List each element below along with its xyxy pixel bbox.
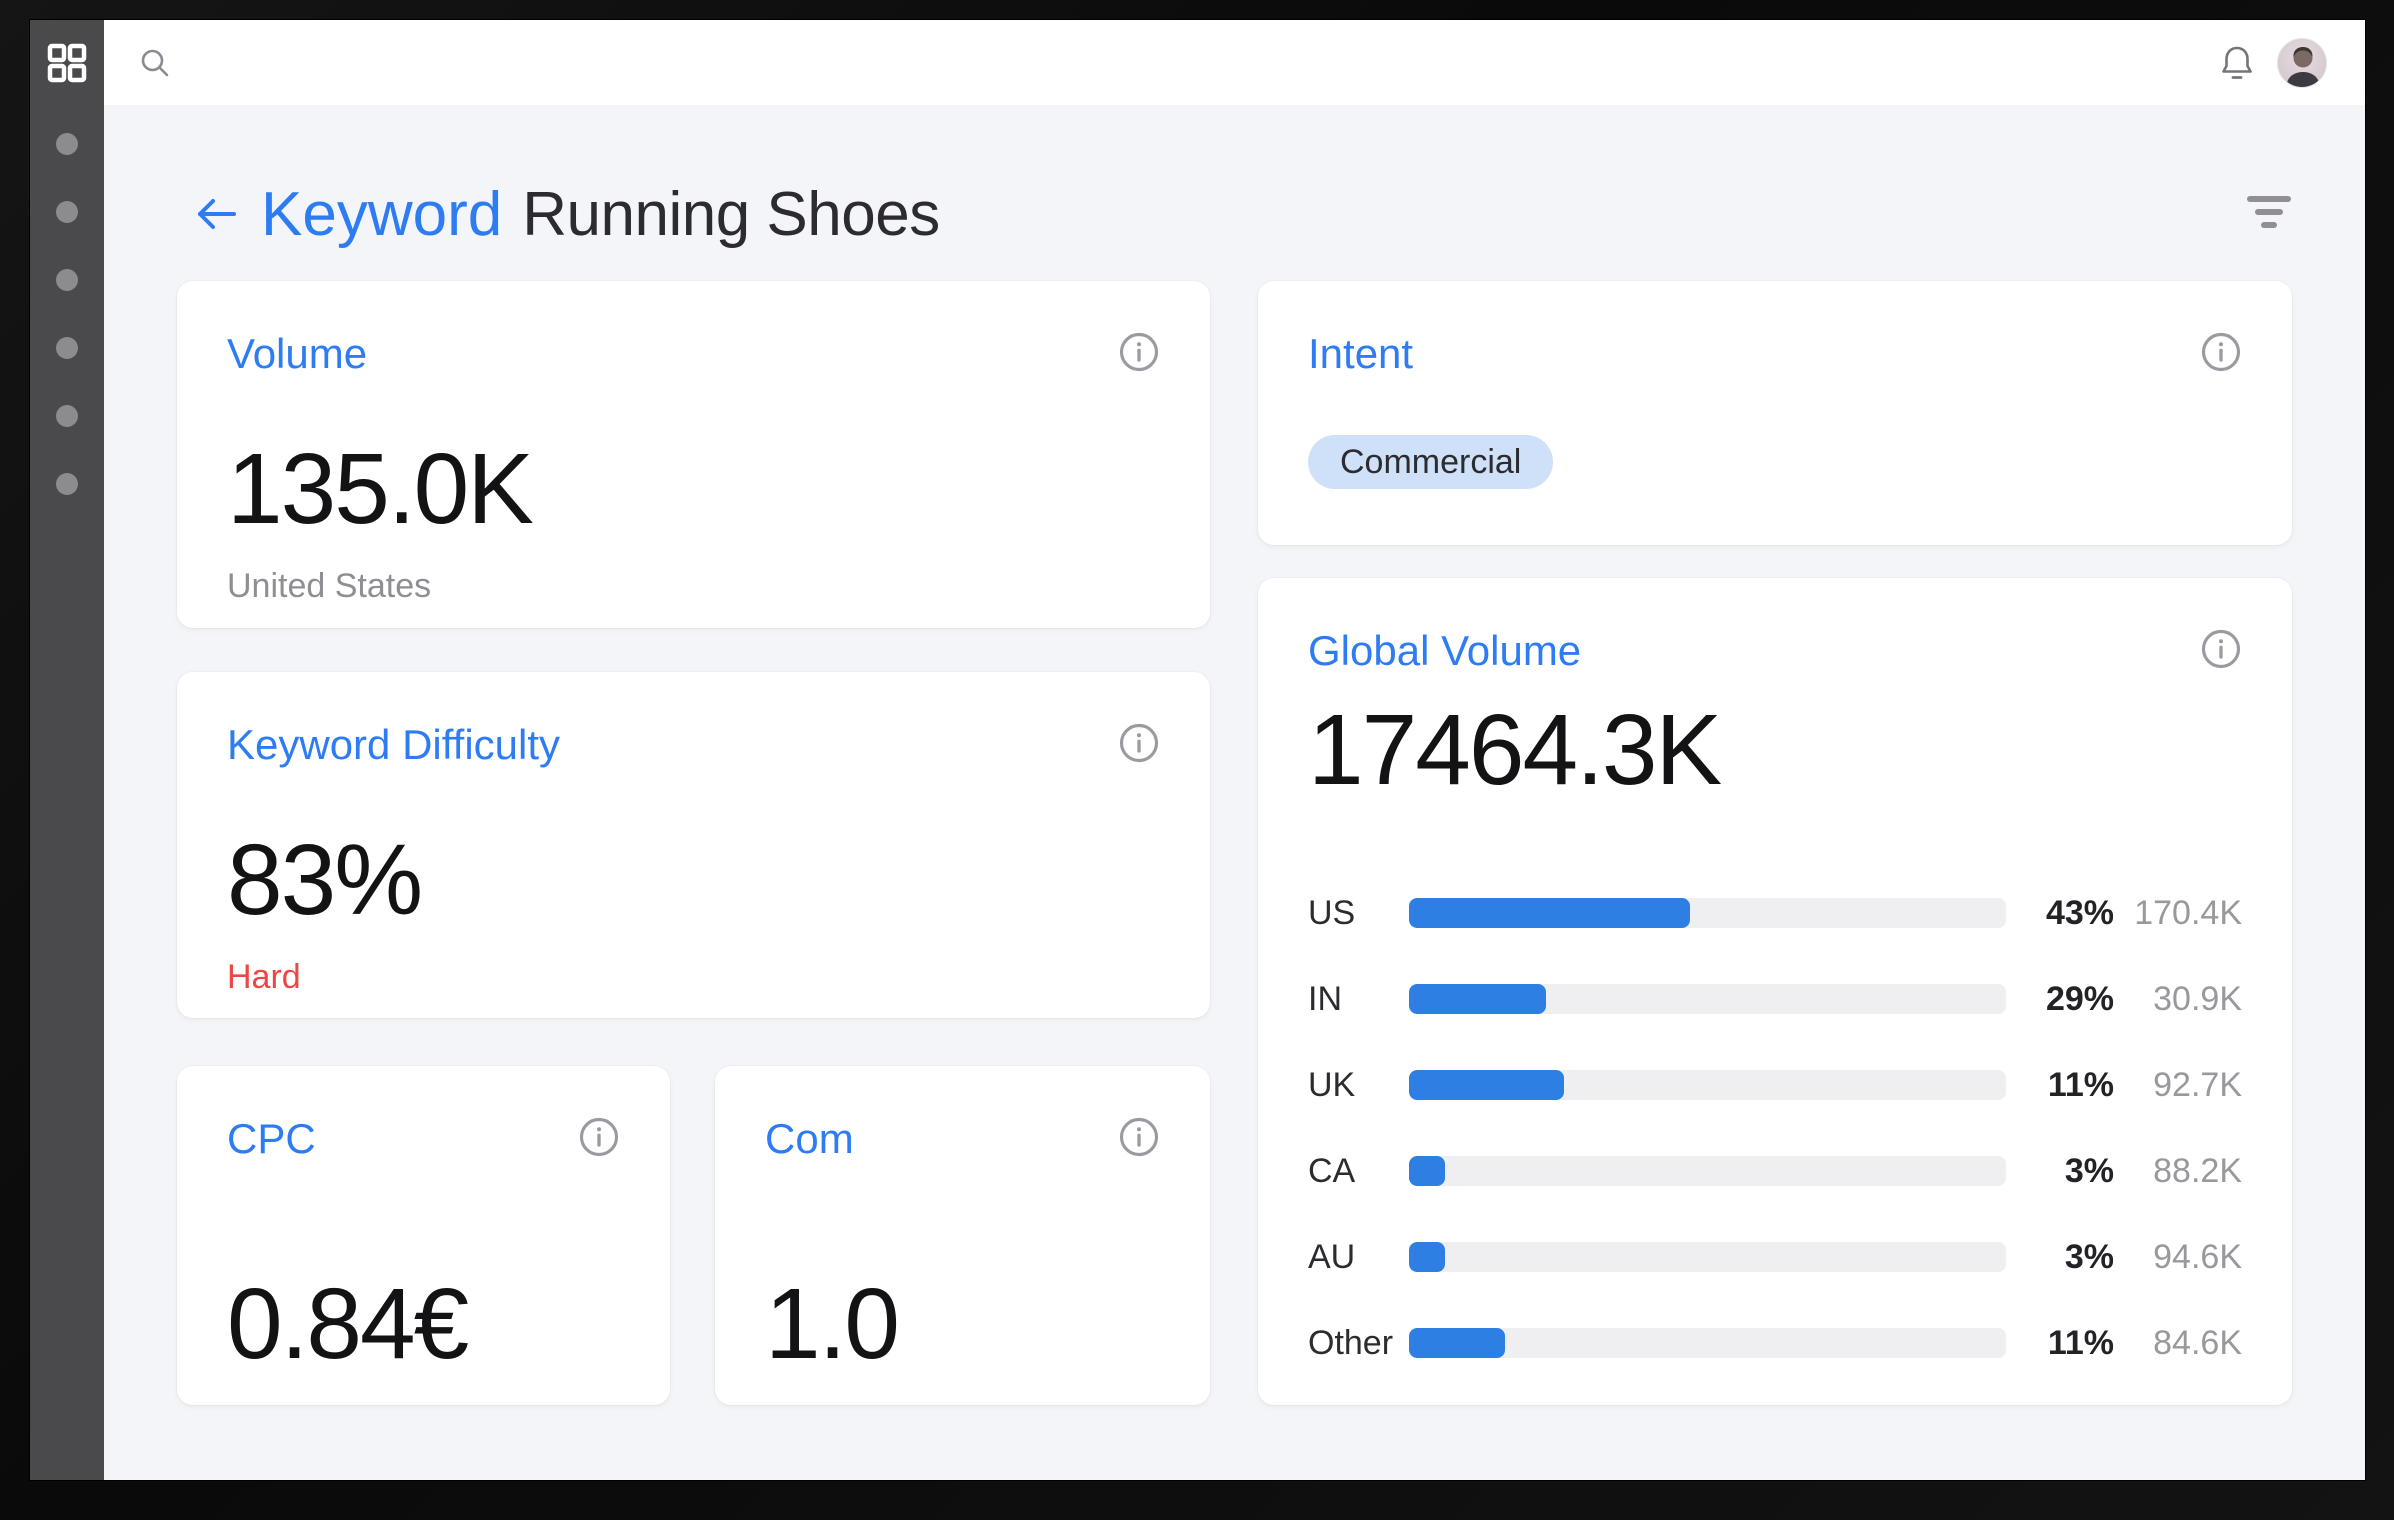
volume-bar-track	[1409, 1156, 2006, 1187]
volume-percent: 43%	[2045, 893, 2114, 932]
top-bar	[104, 20, 2365, 105]
sidebar-item-5[interactable]	[56, 405, 78, 427]
country-label: Other	[1308, 1323, 1394, 1362]
cpc-card-title: CPC	[227, 1115, 316, 1162]
page-title: Running Shoes	[522, 179, 940, 249]
volume-percent: 11%	[2047, 1323, 2114, 1362]
global-volume-row: Other 11% 84.6K	[1308, 1300, 2242, 1386]
volume-bar-fill	[1409, 1156, 1445, 1187]
com-value: 1.0	[765, 1268, 900, 1381]
global-volume-card: Global Volume 17464.3K US 43% 170.4K IN 29% 3…	[1258, 578, 2292, 1405]
global-volume-row: US 43% 170.4K	[1308, 870, 2242, 956]
cpc-value: 0.84€	[227, 1268, 469, 1381]
volume-value-label: 94.6K	[2153, 1237, 2242, 1276]
volume-bar-fill	[1409, 1328, 1505, 1359]
difficulty-level: Hard	[227, 958, 301, 997]
user-avatar[interactable]	[2277, 37, 2327, 88]
global-volume-value: 17464.3K	[1308, 694, 1722, 807]
volume-card: Volume 135.0K United States	[177, 281, 1210, 628]
filter-icon[interactable]	[2246, 195, 2292, 234]
sidebar-item-6[interactable]	[56, 473, 78, 495]
global-volume-row: IN 29% 30.9K	[1308, 956, 2242, 1042]
difficulty-card-title: Keyword Difficulty	[227, 721, 561, 768]
volume-percent: 3%	[2064, 1237, 2114, 1276]
volume-bar-fill	[1409, 898, 1690, 929]
page-section-link[interactable]: Keyword	[261, 179, 503, 249]
volume-percent: 11%	[2047, 1065, 2114, 1104]
volume-bar-track	[1409, 984, 2006, 1015]
difficulty-value: 83%	[227, 824, 423, 937]
sidebar-menu	[56, 133, 78, 541]
volume-bar-fill	[1409, 984, 1547, 1015]
volume-value-label: 30.9K	[2153, 979, 2242, 1018]
volume-value-label: 88.2K	[2153, 1151, 2242, 1190]
back-arrow-icon[interactable]	[195, 197, 237, 231]
main-content: Keyword Running Shoes Volume	[104, 105, 2365, 1480]
app-window: Keyword Running Shoes Volume	[30, 20, 2365, 1480]
country-label: US	[1308, 893, 1356, 932]
search-icon[interactable]	[138, 46, 172, 80]
volume-bar-track	[1409, 1328, 2006, 1359]
info-icon[interactable]	[1118, 331, 1160, 378]
country-label: IN	[1308, 979, 1342, 1018]
volume-bar-track	[1409, 1070, 2006, 1101]
global-volume-row: CA 3% 88.2K	[1308, 1128, 2242, 1214]
info-icon[interactable]	[578, 1116, 620, 1163]
apps-grid-icon[interactable]	[47, 43, 87, 83]
volume-card-title: Volume	[227, 330, 368, 377]
volume-bar-fill	[1409, 1242, 1445, 1273]
global-volume-row: AU 3% 94.6K	[1308, 1214, 2242, 1300]
volume-bar-track	[1409, 898, 2006, 929]
info-icon[interactable]	[1118, 722, 1160, 769]
country-label: UK	[1308, 1065, 1356, 1104]
global-volume-card-title: Global Volume	[1308, 627, 1582, 674]
sidebar-item-1[interactable]	[56, 133, 78, 155]
global-volume-row: UK 11% 92.7K	[1308, 1042, 2242, 1128]
info-icon[interactable]	[2200, 628, 2242, 675]
cpc-card: CPC 0.84€	[177, 1066, 670, 1405]
intent-card-title: Intent	[1308, 330, 1414, 377]
info-icon[interactable]	[1118, 1116, 1160, 1163]
volume-value-label: 170.4K	[2134, 893, 2242, 932]
com-card-title: Com	[765, 1115, 854, 1162]
country-label: CA	[1308, 1151, 1356, 1190]
sidebar-item-2[interactable]	[56, 201, 78, 223]
page-header: Keyword Running Shoes	[195, 179, 2292, 249]
sidebar-item-4[interactable]	[56, 337, 78, 359]
info-icon[interactable]	[2200, 331, 2242, 378]
keyword-difficulty-card: Keyword Difficulty 83% Hard	[177, 672, 1210, 1018]
volume-value: 135.0K	[227, 433, 534, 546]
country-label: AU	[1308, 1237, 1356, 1276]
intent-card: Intent Commercial	[1258, 281, 2292, 545]
volume-region: United States	[227, 567, 432, 606]
global-volume-bars: US 43% 170.4K IN 29% 30.9K UK 11% 92.7K CA 3% 88.2K…	[1308, 870, 2242, 1386]
volume-value-label: 92.7K	[2153, 1065, 2242, 1104]
sidebar-item-3[interactable]	[56, 269, 78, 291]
volume-percent: 3%	[2064, 1151, 2114, 1190]
com-card: Com 1.0	[715, 1066, 1210, 1405]
volume-value-label: 84.6K	[2153, 1323, 2242, 1362]
volume-bar-track	[1409, 1242, 2006, 1273]
left-sidebar	[30, 20, 104, 1480]
volume-percent: 29%	[2045, 979, 2114, 1018]
bell-icon[interactable]	[2219, 44, 2255, 82]
intent-badge: Commercial	[1308, 435, 1554, 490]
volume-bar-fill	[1409, 1070, 1565, 1101]
